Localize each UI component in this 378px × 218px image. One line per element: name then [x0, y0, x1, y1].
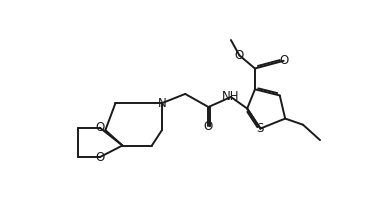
Text: S: S — [257, 122, 264, 135]
Text: O: O — [235, 49, 244, 62]
Text: O: O — [279, 54, 288, 67]
Text: O: O — [204, 120, 213, 133]
Text: O: O — [95, 121, 105, 134]
Text: NH: NH — [222, 90, 240, 104]
Text: N: N — [158, 97, 166, 110]
Text: O: O — [95, 151, 105, 164]
